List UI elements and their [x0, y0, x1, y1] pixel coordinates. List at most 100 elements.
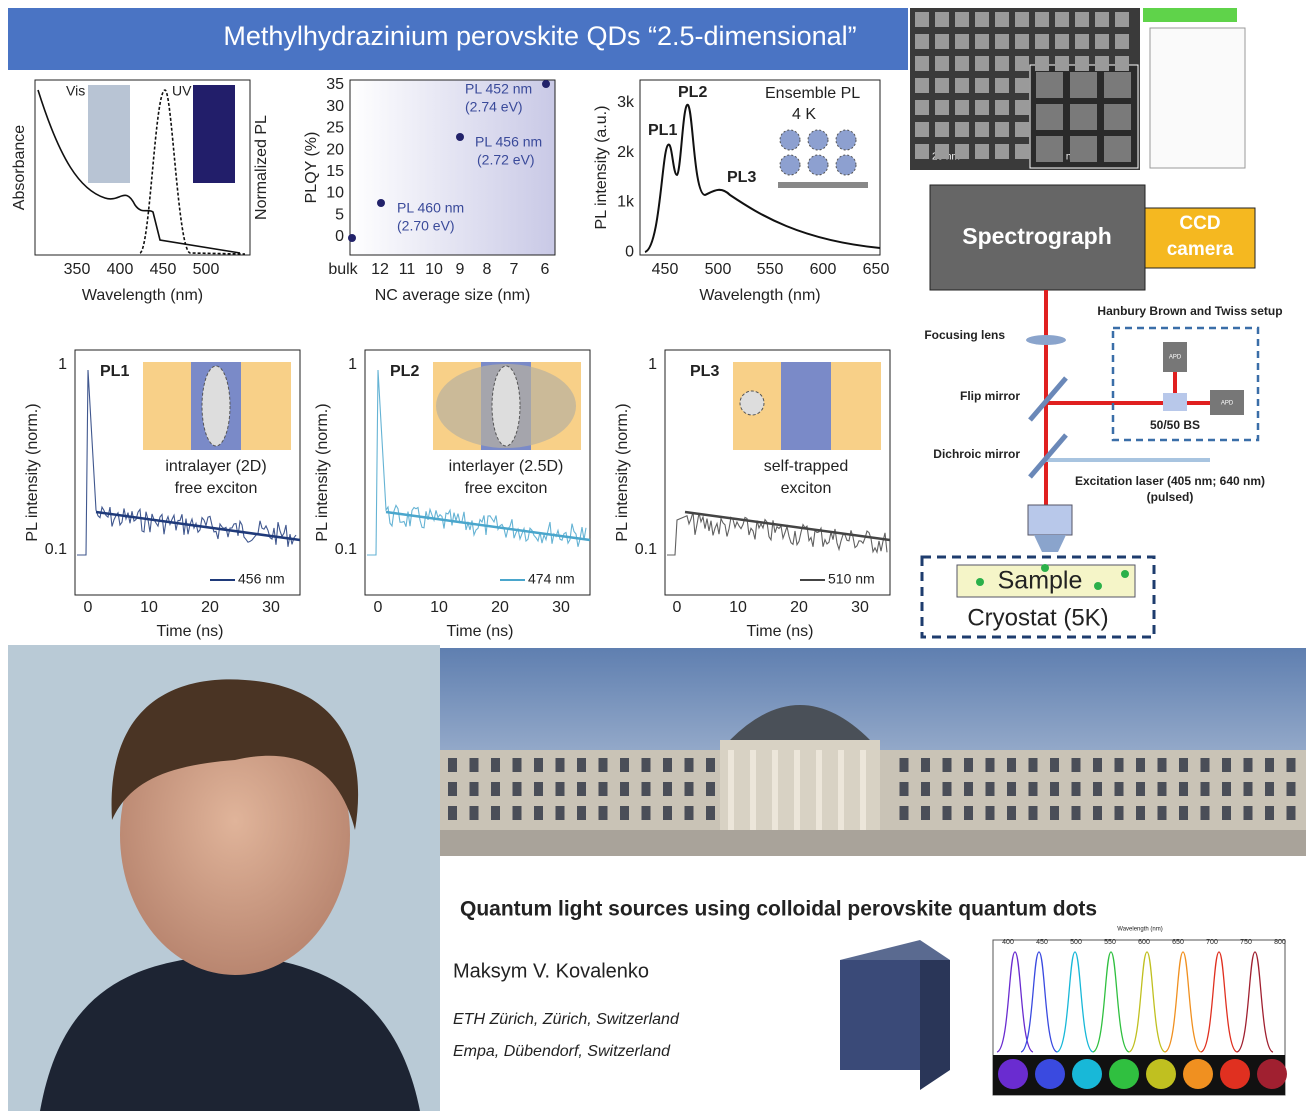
window	[1222, 758, 1231, 772]
x-tick-label: 12	[371, 261, 389, 278]
nanocube	[955, 122, 969, 137]
x-axis-label: Wavelength (nm)	[82, 287, 203, 304]
y-axis-label: Absorbance	[11, 125, 28, 210]
spectra-tick-label: 650	[1172, 939, 1184, 946]
note: 4 K	[792, 106, 816, 123]
portrait-hair	[111, 679, 359, 830]
qd-icon	[835, 129, 857, 151]
nanocube	[935, 12, 949, 27]
window	[620, 758, 629, 772]
y-tick-label: 5	[335, 206, 344, 223]
vial	[1257, 1059, 1287, 1089]
window	[1179, 758, 1188, 772]
x-tick-label: 30	[262, 599, 280, 616]
pl-spectrum	[644, 103, 881, 253]
window	[1114, 782, 1124, 796]
nanocube	[975, 122, 989, 137]
objective-tip	[1034, 535, 1066, 552]
note: PL1	[648, 122, 677, 139]
nanocube	[1075, 56, 1089, 71]
x-tick-label: 350	[64, 261, 91, 278]
nanocube	[975, 34, 989, 49]
nanocube	[1036, 104, 1063, 130]
window	[555, 806, 565, 820]
window	[469, 758, 479, 772]
note: (2.70 eV)	[397, 218, 455, 234]
window	[491, 782, 500, 796]
window	[899, 806, 909, 820]
spectra-x-label: Wavelength (nm)	[1117, 927, 1162, 933]
y-tick-label: 3k	[617, 94, 635, 111]
window	[641, 758, 651, 772]
window	[899, 758, 909, 772]
scale-label: 10 nm	[1052, 152, 1080, 163]
x-tick-label: 10	[430, 599, 448, 616]
window	[620, 782, 629, 796]
y-tick-label: 0.1	[635, 541, 657, 558]
window	[1286, 758, 1296, 772]
x-axis-label: Time (ns)	[157, 623, 224, 640]
building-dome	[730, 705, 870, 740]
nanocube	[935, 78, 949, 93]
pl-curve	[139, 89, 246, 255]
window	[1157, 782, 1167, 796]
nanocube	[915, 56, 929, 71]
x-tick-label: 30	[552, 599, 570, 616]
nanocube	[915, 12, 929, 27]
window	[598, 758, 608, 772]
window	[1028, 782, 1038, 796]
x-tick-label: 550	[757, 261, 784, 278]
qd-icon	[835, 154, 857, 176]
window	[1071, 806, 1081, 820]
window	[1050, 782, 1059, 796]
x-tick-label: 10	[140, 599, 158, 616]
window	[1071, 782, 1081, 796]
qd-dot	[976, 578, 984, 586]
cryostat-box	[920, 555, 1156, 639]
window	[491, 806, 500, 820]
x-tick-label: 8	[483, 261, 492, 278]
nanocube	[995, 100, 1009, 115]
window	[1222, 782, 1231, 796]
nanocube	[935, 34, 949, 49]
plot-frame	[349, 79, 556, 256]
note: PL 456 nm	[475, 134, 542, 150]
inset-layer	[781, 362, 831, 450]
window	[1200, 806, 1210, 820]
data-point	[542, 80, 550, 88]
nanocube	[1104, 72, 1131, 98]
window	[598, 806, 608, 820]
bs-label: 50/50 BS	[1150, 418, 1200, 432]
data-point	[348, 234, 356, 242]
description: free exciton	[465, 480, 548, 497]
window	[1286, 782, 1296, 796]
nanocube	[1015, 78, 1029, 93]
y-tick-label: 15	[326, 163, 344, 180]
window	[684, 806, 694, 820]
note: PL3	[727, 169, 756, 186]
spectra-tick-label: 750	[1240, 939, 1252, 946]
x-tick-label: 9	[456, 261, 465, 278]
x-axis-label: NC average size (nm)	[375, 287, 531, 304]
decay-fit	[385, 510, 591, 542]
window	[1265, 782, 1274, 796]
ccd-box	[1144, 207, 1256, 269]
qd-dot	[1041, 564, 1049, 572]
window	[598, 782, 608, 796]
column	[816, 750, 822, 830]
window	[942, 758, 952, 772]
laser-label: (pulsed)	[1147, 490, 1194, 504]
y-tick-label: 20	[326, 141, 344, 158]
vial	[1183, 1059, 1213, 1089]
window	[964, 806, 973, 820]
emission-peak	[1200, 951, 1238, 1053]
y-axis-label: PL intensity (norm.)	[314, 403, 331, 541]
window	[1007, 758, 1016, 772]
nanocube	[1095, 34, 1109, 49]
window	[620, 806, 629, 820]
plot-frame	[74, 349, 301, 596]
nanocube	[975, 12, 989, 27]
spectra-tick-label: 600	[1138, 939, 1150, 946]
nanocube	[1015, 12, 1029, 27]
window	[1200, 758, 1210, 772]
